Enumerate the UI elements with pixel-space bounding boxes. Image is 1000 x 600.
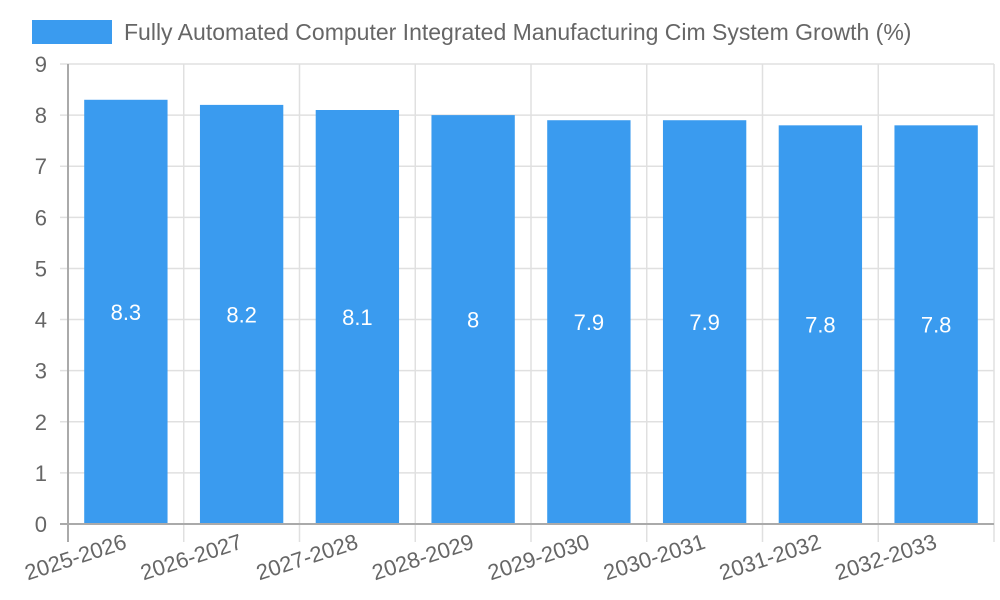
- bar-value-label: 7.8: [921, 313, 952, 338]
- bars: [84, 99, 978, 525]
- x-tick-label: 2029-2030: [485, 529, 593, 585]
- x-tick-label: 2028-2029: [369, 529, 477, 585]
- axes: [60, 64, 994, 542]
- y-tick-label: 3: [35, 359, 47, 384]
- bar-value-label: 7.9: [574, 310, 605, 335]
- bar-value-label: 7.8: [805, 313, 836, 338]
- bar-value-label: 8.1: [342, 305, 373, 330]
- y-axis-ticks: 0 1 2 3 4 5 6 7 8 9: [35, 52, 47, 537]
- bar-value-label: 8.2: [226, 302, 257, 327]
- legend-swatch[interactable]: [32, 20, 112, 44]
- bar[interactable]: [662, 120, 747, 524]
- bar[interactable]: [778, 125, 863, 524]
- legend-label[interactable]: Fully Automated Computer Integrated Manu…: [124, 19, 912, 45]
- y-tick-label: 2: [35, 410, 47, 435]
- x-tick-label: 2030-2031: [600, 529, 708, 585]
- y-tick-label: 8: [35, 103, 47, 128]
- y-tick-label: 7: [35, 154, 47, 179]
- x-tick-label: 2027-2028: [253, 529, 361, 585]
- bar-value-label: 8.3: [111, 300, 142, 325]
- x-tick-label: 2025-2026: [22, 529, 130, 585]
- y-tick-label: 0: [35, 512, 47, 537]
- bar-value-label: 7.9: [689, 310, 720, 335]
- bar[interactable]: [315, 110, 400, 524]
- y-tick-label: 4: [35, 308, 47, 333]
- x-tick-label: 2031-2032: [716, 529, 824, 585]
- x-tick-label: 2032-2033: [832, 529, 940, 585]
- y-tick-label: 1: [35, 461, 47, 486]
- y-tick-label: 6: [35, 205, 47, 230]
- bar[interactable]: [199, 104, 284, 524]
- bar[interactable]: [547, 120, 631, 524]
- x-axis-ticks: 2025-2026 2026-2027 2027-2028 2028-2029 2029…: [22, 529, 940, 585]
- y-tick-label: 5: [35, 256, 47, 281]
- bar[interactable]: [894, 125, 978, 524]
- x-tick-label: 2026-2027: [137, 529, 245, 585]
- bar[interactable]: [431, 115, 515, 524]
- data-labels: 8.3 8.2 8.1 8 7.9 7.9 7.8 7.8: [111, 300, 952, 338]
- y-tick-label: 9: [35, 52, 47, 77]
- bar[interactable]: [84, 99, 168, 525]
- bar-value-label: 8: [467, 308, 479, 333]
